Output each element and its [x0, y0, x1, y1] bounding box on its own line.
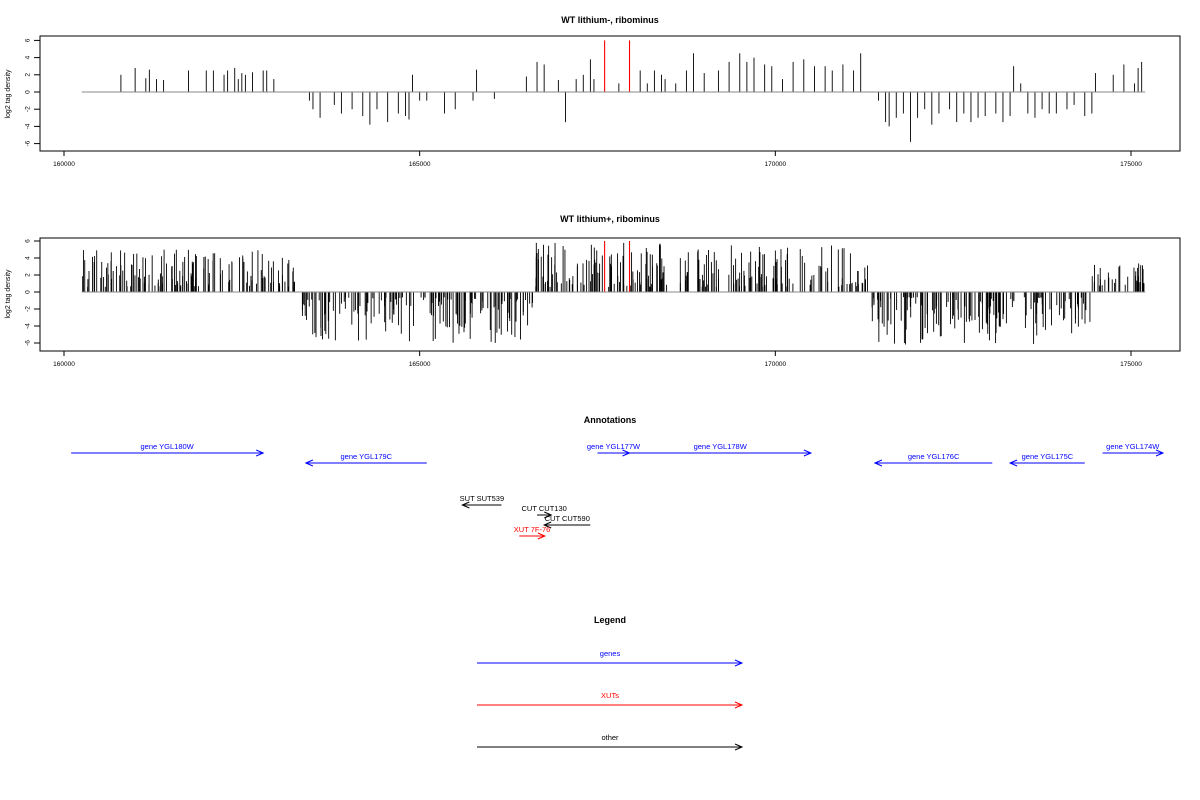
x-tick-label: 160000 [53, 361, 75, 368]
legend-label: genes [600, 649, 621, 658]
annotation-items: gene YGL180W gene YGL179C gene YGL177W gene… [71, 442, 1165, 540]
legend-item: genes [477, 649, 744, 667]
x-tick-label: 170000 [764, 161, 786, 168]
y-tick-label: 6 [25, 239, 32, 243]
annotation-arrow-head [1008, 459, 1018, 467]
y-tick-label: -4 [25, 123, 32, 129]
chart-panel-lithium-minus: WT lithium-, ribominus log2 tag density … [5, 15, 1181, 168]
annotation-feature: gene YGL179C [304, 452, 427, 467]
y-tick-label: 2 [25, 273, 32, 277]
annotations-title: Annotations [584, 415, 637, 425]
annotation-feature: gene YGL178W [629, 442, 813, 457]
x-tick-label: 165000 [409, 161, 431, 168]
y-axis: 6 4 2 0 -2 -4 -6 [25, 239, 40, 346]
y-tick-label: -2 [25, 106, 32, 112]
annotation-label: CUT CUT590 [545, 514, 590, 523]
legend-items: genes XUTs other [477, 649, 744, 751]
legend-arrow-head [734, 743, 744, 751]
annotation-feature: gene YGL177W [587, 442, 641, 457]
annotation-label: gene YGL174W [1106, 442, 1160, 451]
plot-frame [39, 35, 1181, 152]
y-axis: 6 4 2 0 -2 -4 -6 [25, 38, 40, 146]
chart-title: WT lithium+, ribominus [560, 214, 660, 224]
annotation-arrow-head [304, 459, 314, 467]
x-tick-label: 160000 [53, 161, 75, 168]
y-tick-label: 0 [25, 90, 32, 94]
x-tick-label: 175000 [1120, 161, 1142, 168]
annotation-arrow-head [542, 521, 552, 529]
annotation-arrow-head [803, 449, 813, 457]
annotation-label: SUT SUT539 [460, 494, 504, 503]
annotation-feature: CUT CUT590 [542, 514, 591, 529]
legend-title: Legend [594, 615, 626, 625]
annotation-label: gene YGL180W [141, 442, 195, 451]
annotation-arrow-head [544, 511, 553, 519]
y-tick-label: -6 [25, 140, 32, 146]
legend-item: XUTs [477, 691, 744, 709]
y-tick-label: 2 [25, 73, 32, 77]
y-tick-label: 6 [25, 38, 32, 42]
x-tick-label: 165000 [409, 361, 431, 368]
legend-label: XUTs [601, 691, 619, 700]
chart-title: WT lithium-, ribominus [561, 15, 659, 25]
annotation-feature: gene YGL175C [1008, 452, 1085, 467]
annotation-label: CUT CUT130 [522, 504, 567, 513]
y-axis-label: log2 tag density [5, 69, 12, 119]
y-tick-label: 4 [25, 256, 32, 260]
y-axis-label: log2 tag density [5, 269, 12, 319]
annotation-feature: gene YGL180W [71, 442, 265, 457]
annotation-arrow-head [873, 459, 883, 467]
y-tick-label: 0 [25, 290, 32, 294]
annotation-label: gene YGL179C [341, 452, 393, 461]
x-tick-label: 175000 [1120, 361, 1142, 368]
chart-panel-lithium-plus: WT lithium+, ribominus log2 tag density … [5, 214, 1181, 368]
annotation-feature: gene YGL176C [873, 452, 993, 467]
plot-frame [39, 237, 1181, 352]
annotation-label: gene YGL176C [908, 452, 960, 461]
annotation-arrow-head [461, 501, 470, 509]
annotation-feature: SUT SUT539 [460, 494, 504, 509]
bars [120, 40, 1143, 142]
x-axis: 160000 165000 170000 175000 [53, 351, 1142, 368]
y-tick-label: -2 [25, 306, 32, 312]
bars [82, 241, 1145, 345]
legend: Legend genes XUTs other [477, 615, 744, 751]
annotation-label: gene YGL178W [694, 442, 748, 451]
annotation-feature: gene YGL174W [1102, 442, 1165, 457]
annotation-arrow-head [255, 449, 265, 457]
legend-arrow-head [734, 659, 744, 667]
annotation-label: gene YGL175C [1022, 452, 1074, 461]
x-axis: 160000 165000 170000 175000 [53, 151, 1142, 168]
legend-arrow-head [734, 701, 744, 709]
annotation-arrow-head [1155, 449, 1165, 457]
y-tick-label: -6 [25, 340, 32, 346]
annotation-label: gene YGL177W [587, 442, 641, 451]
annotation-feature: XUT 7F-76 [514, 525, 551, 540]
annotation-arrow-head [537, 532, 547, 540]
x-tick-label: 170000 [764, 361, 786, 368]
annotation-label: XUT 7F-76 [514, 525, 551, 534]
y-tick-label: -4 [25, 323, 32, 329]
annotation-feature: CUT CUT130 [522, 504, 567, 519]
y-tick-label: 4 [25, 55, 32, 59]
legend-item: other [477, 733, 744, 751]
legend-label: other [601, 733, 619, 742]
